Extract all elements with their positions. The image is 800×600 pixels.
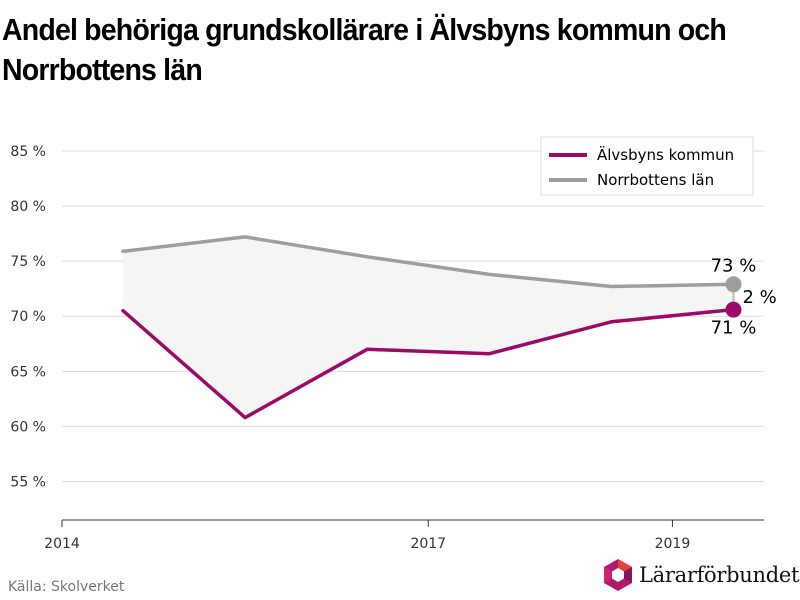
y-tick-label: 75 % <box>10 254 46 270</box>
end-label-norrbotten: 73 % <box>711 255 757 276</box>
difference-band <box>123 236 734 418</box>
y-tick-label: 85 % <box>10 144 46 160</box>
series-lines <box>121 235 736 420</box>
y-tick-label: 65 % <box>10 364 46 380</box>
hexagon-logo-icon <box>604 559 632 591</box>
legend-label-norrbotten: Norrbottens län <box>597 171 714 189</box>
legend-box <box>540 136 754 196</box>
lararforbundet-logo: Lärarförbundet <box>603 558 799 592</box>
x-tick-label: 2014 <box>44 536 80 552</box>
series-line-norrbotten <box>121 235 736 289</box>
y-tick-label: 60 % <box>10 419 46 435</box>
difference-label: 2 % <box>742 287 776 308</box>
y-tick-label: 70 % <box>10 309 46 325</box>
legend-label-alvsbyn: Älvsbyns kommun <box>597 145 734 164</box>
legend: Älvsbyns kommun Norrbottens län <box>540 136 754 196</box>
y-tick-label: 55 % <box>10 474 46 490</box>
x-axis: 2014 2017 2019 <box>44 519 764 552</box>
source-note: Källa: Skolverket <box>8 579 125 595</box>
y-axis-ticks: 55 % 60 % 65 % 70 % 75 % 80 % 85 % <box>10 144 46 490</box>
chart-title: Andel behöriga grundskollärare i Älvsbyn… <box>2 12 727 87</box>
logo-text: Lärarförbundet <box>639 563 800 587</box>
end-markers: 73 % 71 % 2 % <box>711 255 777 338</box>
end-point-alvsbyn <box>725 301 742 318</box>
y-tick-label: 80 % <box>10 199 46 215</box>
x-tick-label: 2017 <box>410 536 446 552</box>
end-label-alvsbyn: 71 % <box>711 318 757 339</box>
end-point-norrbotten <box>725 276 742 293</box>
x-tick-label: 2019 <box>655 536 691 552</box>
series-line-alvsbyn <box>121 307 736 420</box>
